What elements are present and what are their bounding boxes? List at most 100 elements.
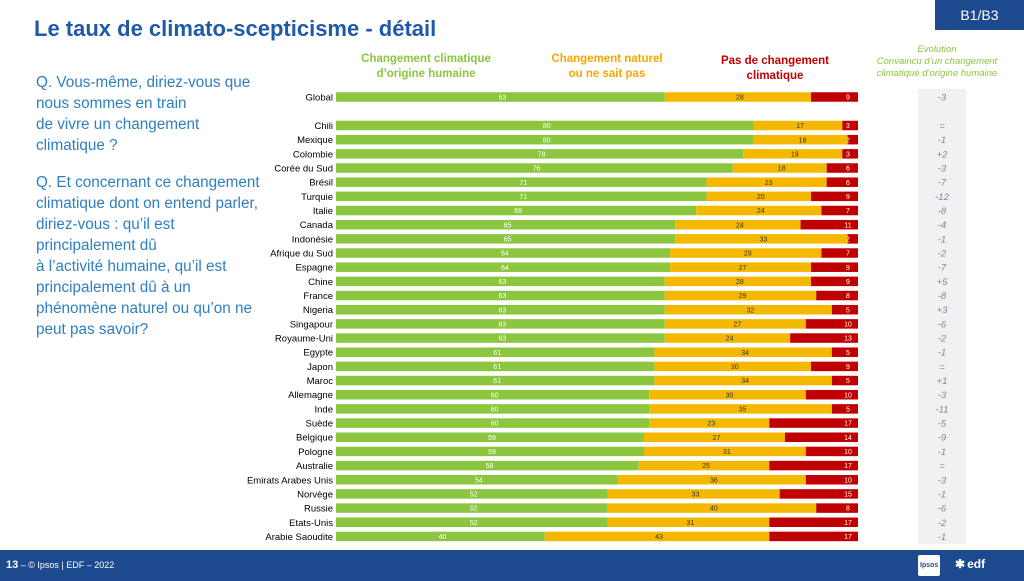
category-label-afrique-du-sud: Afrique du Sud [270, 249, 333, 260]
data-label-none-pologne: 10 [844, 449, 852, 456]
bar-natural-russie [607, 503, 817, 513]
bar-human-chili [336, 120, 754, 131]
data-label-natural-arabie-saoudite: 43 [655, 534, 663, 541]
data-label-none-canada: 11 [844, 222, 851, 229]
data-label-natural-belgique: 27 [713, 435, 721, 442]
data-label-human-mexique: 80 [543, 137, 551, 144]
data-label-none-inde: 5 [846, 407, 850, 414]
bar-natural-canada [675, 219, 801, 230]
data-label-none-coree-du-sud: 6 [846, 166, 850, 173]
legend-natural: Changement naturel ou ne sait pas [551, 53, 663, 80]
data-label-human-afrique-du-sud: 64 [501, 251, 509, 258]
category-label-egypte: Egypte [303, 348, 333, 359]
bar-none-japon [811, 361, 858, 372]
bar-human-inde [336, 404, 650, 414]
bar-human-allemagne [336, 389, 650, 400]
bar-natural-bresil [706, 177, 827, 187]
evolution-value-emirats-arabes-unis: -3 [938, 475, 947, 486]
bar-human-bresil [336, 177, 707, 187]
data-label-natural-turquie: 20 [757, 194, 765, 201]
bar-natural-colombie [743, 149, 843, 159]
category-label-indonesie: Indonésie [292, 234, 333, 245]
bar-human-indonesie [336, 234, 676, 244]
bar-human-japon [336, 361, 655, 372]
data-label-human-etats-unis: 52 [470, 520, 478, 527]
data-label-none-etats-unis: 17 [844, 520, 852, 527]
data-label-none-mexique: 2 [846, 137, 850, 144]
data-label-human-suede: 60 [491, 421, 499, 428]
data-label-human-bresil: 71 [519, 180, 527, 187]
data-label-human-nigeria: 63 [499, 307, 507, 314]
category-label-chili: Chili [315, 121, 333, 132]
data-label-none-italie: 7 [846, 208, 850, 215]
bar-human-colombie [336, 149, 744, 159]
bar-human-etats-unis [336, 517, 608, 528]
category-label-turquie: Turquie [301, 192, 333, 203]
data-label-human-coree-du-sud: 76 [532, 166, 540, 173]
evolution-value-etats-unis: -2 [938, 518, 947, 529]
evolution-value-chili: = [939, 121, 945, 132]
page-title: Le taux de climato-scepticisme - détail [34, 16, 437, 41]
bar-natural-mexique [753, 134, 848, 145]
data-label-natural-afrique-du-sud: 29 [744, 251, 752, 258]
bar-natural-emirats-arabes-unis [617, 475, 806, 485]
bar-none-indonesie [847, 234, 858, 244]
data-label-human-chili: 80 [543, 123, 551, 130]
bar-natural-espagne [670, 262, 812, 272]
data-label-none-singapour: 10 [844, 321, 852, 328]
data-label-none-colombie: 3 [846, 151, 850, 158]
data-label-human-egypte: 61 [493, 350, 501, 357]
evolution-value-coree-du-sud: -3 [938, 164, 947, 175]
bar-human-coree-du-sud [336, 163, 733, 173]
data-label-natural-mexique: 18 [799, 137, 807, 144]
evolution-value-chine: +5 [937, 277, 949, 288]
category-label-coree-du-sud: Corée du Sud [274, 164, 333, 175]
data-label-human-canada: 65 [504, 222, 512, 229]
data-label-none-france: 8 [846, 293, 850, 300]
evolution-value-maroc: +1 [937, 376, 948, 387]
bar-natural-arabie-saoudite [544, 531, 770, 542]
category-label-norvege: Norvège [297, 489, 333, 500]
evolution-value-singapour: -6 [938, 319, 947, 330]
ipsos-logo: Ipsos [918, 555, 940, 576]
evolution-value-mexique: -1 [938, 135, 946, 146]
data-label-natural-allemagne: 30 [726, 392, 734, 399]
data-label-natural-egypte: 34 [741, 350, 749, 357]
category-label-australie: Australie [296, 461, 333, 472]
data-label-none-espagne: 9 [846, 265, 850, 272]
bar-human-france [336, 290, 665, 301]
bar-natural-etats-unis [607, 517, 770, 528]
data-label-none-indonesie: 2 [846, 236, 850, 243]
bar-human-italie [336, 205, 697, 216]
category-label-mexique: Mexique [297, 135, 333, 146]
data-label-none-egypte: 5 [846, 350, 850, 357]
data-label-human-allemagne: 60 [491, 392, 499, 399]
data-label-none-global: 9 [846, 95, 850, 102]
evolution-value-france: -8 [938, 291, 947, 302]
data-label-none-afrique-du-sud: 7 [846, 251, 850, 258]
category-label-suede: Suède [306, 419, 333, 430]
copyright: – © Ipsos | EDF – 2022 [20, 560, 115, 570]
data-label-natural-japon: 30 [731, 364, 739, 371]
evolution-value-arabie-saoudite: -1 [938, 532, 946, 543]
data-label-natural-france: 29 [739, 293, 747, 300]
data-label-none-chili: 3 [846, 123, 850, 130]
data-label-natural-emirats-arabes-unis: 36 [710, 477, 718, 484]
bar-human-nigeria [336, 304, 665, 315]
evolution-value-global: -3 [938, 93, 947, 104]
bar-human-turquie [336, 191, 707, 202]
data-label-none-norvege: 15 [844, 492, 852, 499]
category-label-inde: Inde [315, 404, 334, 415]
data-label-natural-bresil: 23 [765, 180, 773, 187]
data-label-human-chine: 63 [499, 279, 507, 286]
data-label-none-australie: 17 [844, 463, 852, 470]
data-label-human-australie: 58 [485, 463, 493, 470]
data-label-human-espagne: 64 [501, 265, 509, 272]
bar-natural-belgique [643, 432, 785, 442]
bar-natural-chine [664, 276, 812, 287]
bar-natural-chili [753, 120, 843, 131]
bar-none-singapour [805, 319, 858, 329]
data-label-none-maroc: 5 [846, 378, 850, 385]
bar-none-afrique-du-sud [821, 248, 858, 258]
